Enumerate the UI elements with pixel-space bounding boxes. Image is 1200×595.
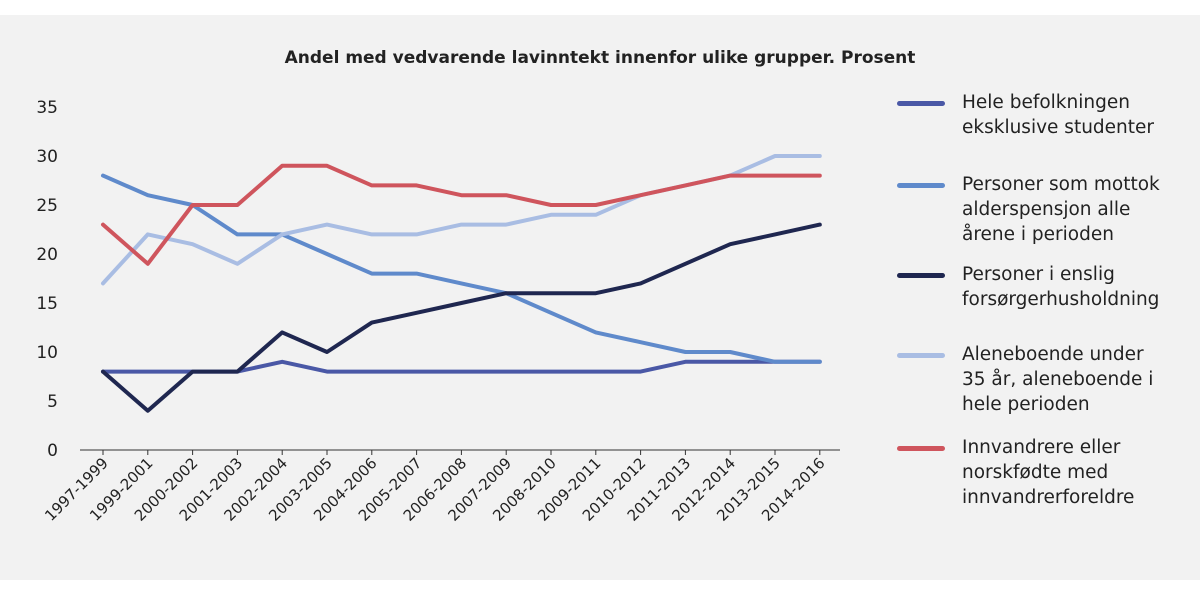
- y-tick-label: 35: [36, 98, 58, 118]
- y-tick-label: 5: [47, 392, 58, 412]
- series-line: [101, 222, 822, 413]
- y-tick-label: 10: [36, 343, 58, 363]
- y-tick-label: 0: [47, 441, 58, 461]
- chart-title: Andel med vedvarende lavinntekt innenfor…: [285, 48, 916, 68]
- y-tick-label: 15: [36, 294, 58, 314]
- y-tick-label: 20: [36, 245, 58, 265]
- legend-swatch: [897, 101, 945, 106]
- legend-swatch: [897, 273, 945, 278]
- legend-swatch: [897, 446, 945, 451]
- y-axis: 0 5 10 15 20 25 30 35: [36, 98, 58, 461]
- legend-label: Hele befolkningen eksklusive studenter: [962, 92, 1155, 138]
- series-lines: [101, 154, 822, 413]
- legend-label: Personer i enslig forsørgerhusholdning: [962, 264, 1160, 310]
- legend-label: Personer som mottok alderspensjon alle å…: [962, 174, 1160, 245]
- chart-panel: [0, 15, 1200, 580]
- x-axis: 1997-19991999-20012000-20022001-20032002…: [41, 449, 840, 525]
- y-tick-label: 25: [36, 196, 58, 216]
- legend-label: Innvandrere eller norskfødte med innvand…: [962, 437, 1135, 508]
- legend-swatch: [897, 183, 945, 188]
- series-line: [101, 163, 822, 266]
- series-line: [101, 173, 822, 364]
- legend-swatch: [897, 353, 945, 358]
- legend-label: Aleneboende under 35 år, aleneboende i h…: [962, 344, 1154, 415]
- y-tick-label: 30: [36, 147, 58, 167]
- series-line: [101, 154, 822, 286]
